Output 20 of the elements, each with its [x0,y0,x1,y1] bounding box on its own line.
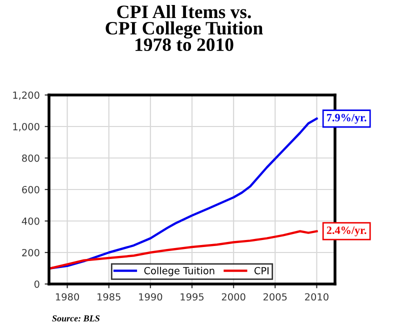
y-tick-label: 1,000 [13,122,40,132]
annotation: 2.4%/yr. [326,226,366,236]
y-tick-label: 400 [22,217,40,225]
y-tick-label: 600 [22,186,40,194]
y-tick-label: 1,200 [13,91,40,100]
y-tick-label: 200 [22,248,40,256]
legend-label: College Tuition [144,266,214,276]
x-tick-label: 2005 [263,293,287,301]
source-note: Source: BLS [52,315,100,322]
x-tick-label: 1990 [139,293,162,301]
chart-title: CPI All Items vs. CPI College Tuition 1978 to 2010 [106,4,263,52]
annotation: 7.9%/yr. [327,114,366,124]
x-tick-label: 1980 [56,293,80,301]
y-tick-label: 800 [22,154,40,162]
x-tick-label: 1985 [98,293,120,301]
x-tick-label: 1995 [180,293,204,301]
x-tick-label: 2010 [305,293,328,301]
legend-label: CPI [254,266,268,274]
y-tick-label: 0 [34,280,40,288]
x-tick-label: 2000 [222,293,246,301]
